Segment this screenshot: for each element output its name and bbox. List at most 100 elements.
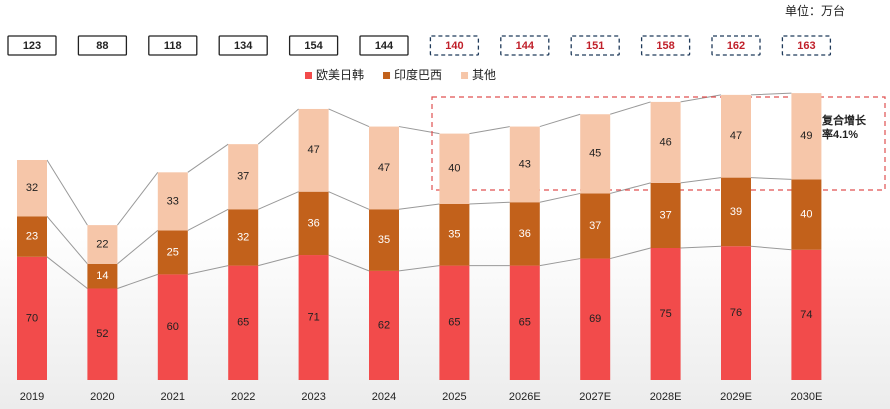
data-label: 25 bbox=[167, 246, 179, 258]
bar-segment bbox=[650, 248, 681, 380]
total-box bbox=[77, 35, 128, 56]
total-box bbox=[288, 35, 339, 56]
bar-segment bbox=[580, 258, 611, 380]
bar-segment bbox=[228, 209, 259, 266]
bar-segment bbox=[87, 263, 118, 289]
total-box bbox=[500, 35, 550, 56]
total-label: 140 bbox=[445, 40, 463, 52]
x-tick-label: 2030E bbox=[790, 391, 822, 403]
bar-segment bbox=[228, 265, 259, 380]
x-tick-label: 2019 bbox=[20, 391, 44, 403]
data-label: 65 bbox=[519, 317, 531, 329]
bar-segment bbox=[17, 216, 47, 257]
bar-segment bbox=[157, 274, 188, 380]
data-label: 75 bbox=[659, 308, 671, 320]
data-label: 52 bbox=[96, 328, 108, 340]
bar-segment bbox=[157, 172, 188, 231]
data-label: 43 bbox=[519, 158, 531, 170]
legend-label: 其他 bbox=[472, 68, 496, 82]
data-label: 33 bbox=[167, 195, 179, 207]
data-label: 47 bbox=[307, 144, 319, 156]
bar-segment bbox=[721, 246, 751, 380]
data-label: 49 bbox=[800, 130, 812, 142]
bar-segment bbox=[17, 160, 47, 217]
x-tick-label: 2025 bbox=[442, 391, 466, 403]
bar-segment bbox=[439, 204, 470, 266]
x-tick-label: 2020 bbox=[90, 391, 114, 403]
total-label: 144 bbox=[375, 40, 394, 52]
x-tick-label: 2028E bbox=[650, 391, 682, 403]
bar-segment bbox=[791, 179, 822, 250]
bar-segment bbox=[721, 94, 751, 178]
legend-swatch bbox=[461, 72, 469, 79]
bar-segment bbox=[369, 126, 399, 210]
data-label: 40 bbox=[800, 208, 812, 220]
data-label: 32 bbox=[26, 182, 38, 194]
total-box bbox=[570, 35, 620, 56]
legend-label: 欧美日韩 bbox=[316, 67, 364, 82]
total-label: 162 bbox=[727, 40, 745, 52]
data-label: 39 bbox=[730, 206, 742, 218]
bar-segment bbox=[298, 108, 329, 192]
data-label: 14 bbox=[96, 270, 108, 282]
bar-segment bbox=[298, 255, 329, 380]
bar-segment bbox=[87, 288, 118, 380]
data-label: 37 bbox=[589, 220, 601, 232]
total-label: 163 bbox=[797, 40, 815, 52]
data-label: 37 bbox=[237, 171, 249, 183]
total-box bbox=[711, 35, 761, 56]
bar-segment bbox=[650, 182, 681, 248]
x-tick-label: 2022 bbox=[231, 391, 255, 403]
legend-swatch bbox=[305, 72, 312, 79]
total-box bbox=[781, 35, 832, 56]
bar-segment bbox=[87, 225, 118, 264]
total-box bbox=[218, 35, 268, 56]
connector-line bbox=[46, 92, 792, 226]
data-label: 47 bbox=[730, 130, 742, 142]
data-label: 46 bbox=[659, 136, 671, 148]
annotation: 率4.1% bbox=[822, 127, 858, 141]
data-label: 60 bbox=[167, 321, 179, 333]
data-label: 36 bbox=[307, 217, 319, 229]
x-tick-label: 2029E bbox=[720, 391, 752, 403]
data-label: 45 bbox=[589, 148, 601, 160]
bar-segment bbox=[369, 209, 399, 271]
data-label: 47 bbox=[378, 162, 390, 174]
x-tick-label: 2024 bbox=[372, 391, 396, 403]
unit: 单位：万台 bbox=[785, 3, 845, 18]
total-label: 154 bbox=[304, 40, 323, 52]
bar-segment bbox=[369, 270, 399, 380]
total-label: 144 bbox=[516, 40, 535, 52]
total-label: 118 bbox=[164, 40, 182, 52]
data-label: 76 bbox=[730, 307, 742, 319]
total-label: 158 bbox=[656, 40, 674, 52]
connector-line bbox=[46, 177, 792, 265]
data-label: 32 bbox=[237, 231, 249, 243]
data-label: 62 bbox=[378, 319, 390, 331]
data-label: 35 bbox=[448, 229, 460, 241]
total-box bbox=[7, 35, 57, 56]
data-label: 74 bbox=[800, 309, 812, 321]
bar-segment bbox=[157, 230, 188, 275]
total-box bbox=[148, 35, 198, 56]
total-label: 151 bbox=[586, 40, 604, 52]
bar-segment bbox=[509, 265, 540, 380]
data-label: 40 bbox=[448, 163, 460, 175]
bar-segment bbox=[580, 193, 611, 259]
x-tick-label: 2021 bbox=[161, 391, 185, 403]
data-label: 37 bbox=[659, 209, 671, 221]
legend-label: 印度巴西 bbox=[394, 67, 442, 82]
data-label: 69 bbox=[589, 313, 601, 325]
x-tick-label: 2023 bbox=[301, 391, 325, 403]
bar-segment bbox=[228, 144, 259, 210]
bar-segment bbox=[721, 177, 751, 247]
data-label: 23 bbox=[26, 230, 38, 242]
data-label: 65 bbox=[237, 317, 249, 329]
bar-segment bbox=[650, 101, 681, 183]
data-label: 65 bbox=[448, 317, 460, 329]
bar-segment bbox=[509, 126, 540, 203]
legend-swatch bbox=[383, 72, 391, 79]
bar-segment bbox=[17, 256, 47, 380]
bar-segment bbox=[439, 265, 470, 380]
